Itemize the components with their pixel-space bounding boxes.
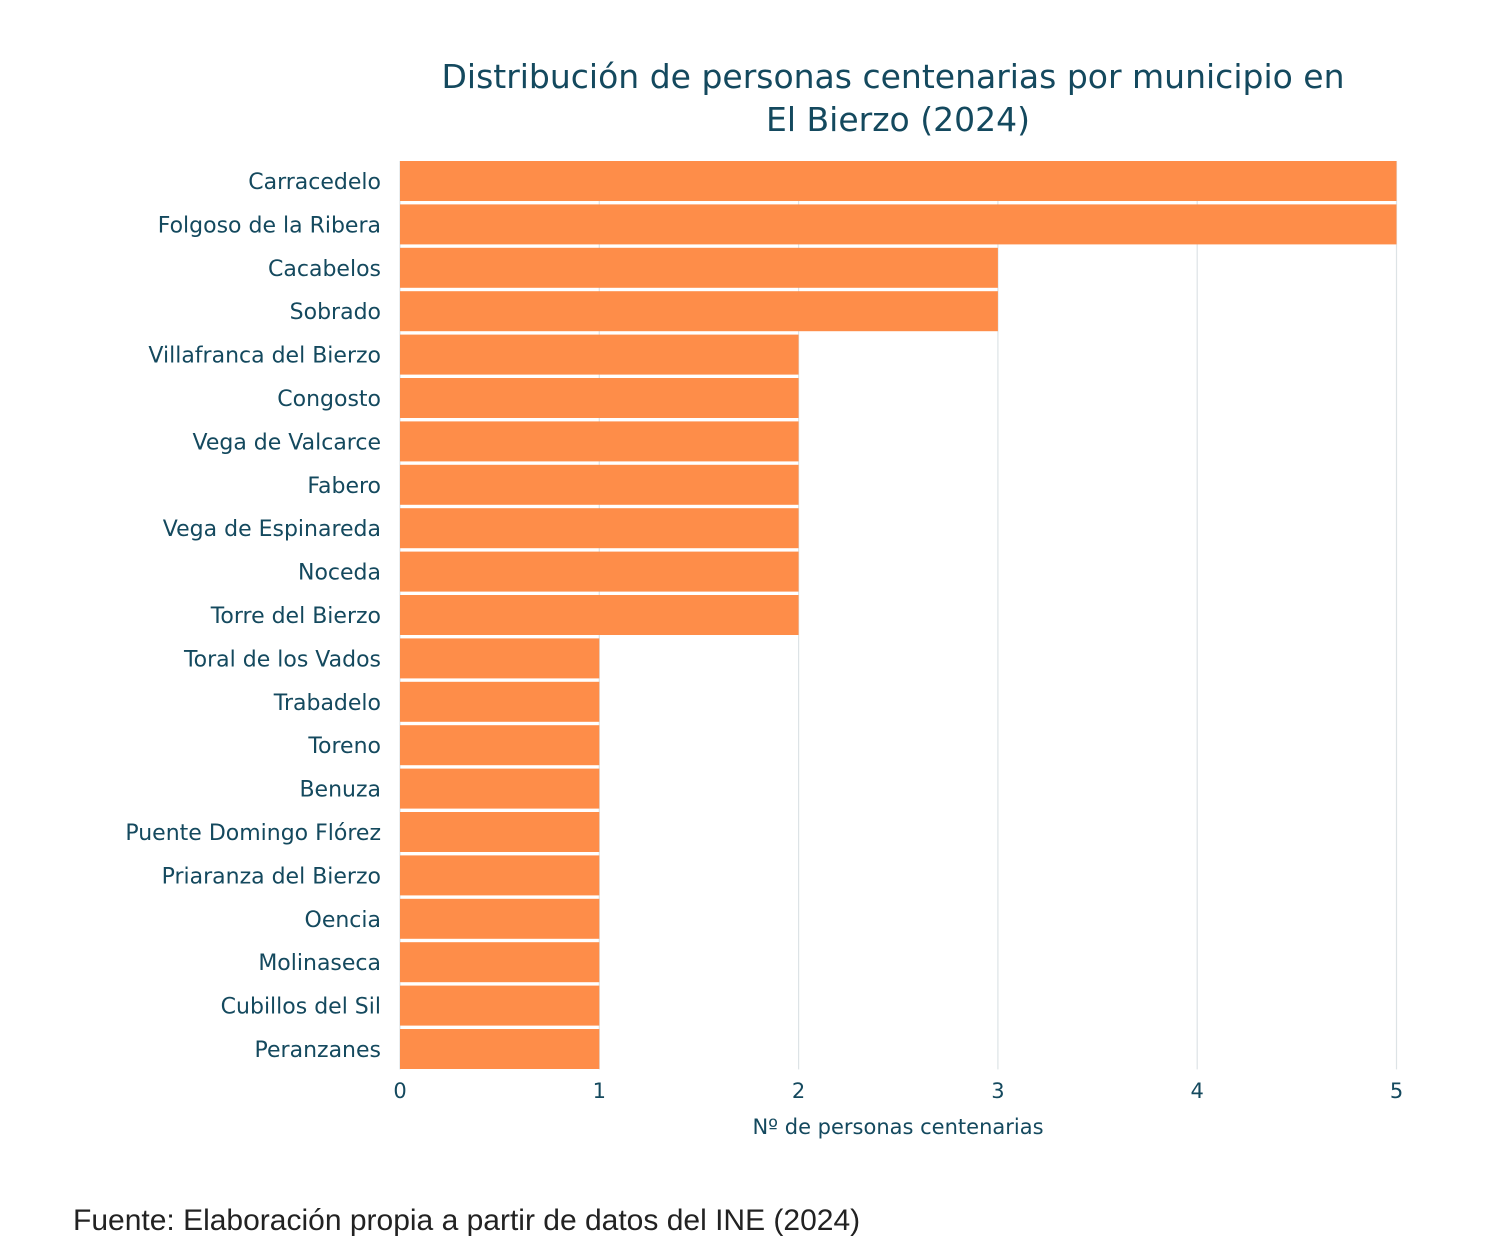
x-tick-label: 0 xyxy=(393,1079,406,1103)
bar xyxy=(400,1029,600,1069)
bar xyxy=(400,378,799,418)
category-label: Priaranza del Bierzo xyxy=(162,864,381,889)
category-label: Oencia xyxy=(305,908,381,933)
x-tick-label: 4 xyxy=(1191,1079,1204,1103)
bar xyxy=(400,812,600,852)
category-label: Peranzanes xyxy=(255,1038,381,1063)
category-label: Torre del Bierzo xyxy=(210,604,381,629)
bar xyxy=(400,247,998,288)
bar xyxy=(400,985,600,1026)
category-label: Vega de Espinareda xyxy=(163,517,381,542)
category-label: Trabadelo xyxy=(273,691,381,716)
bar xyxy=(400,464,799,505)
category-label: Molinaseca xyxy=(258,951,381,976)
chart-title-line-1: Distribución de personas centenarias por… xyxy=(441,57,1344,96)
bar xyxy=(400,768,600,809)
bar xyxy=(400,334,799,375)
source-note: Fuente: Elaboración propia a partir de d… xyxy=(73,1204,861,1237)
bar xyxy=(400,725,600,766)
x-tick-label: 3 xyxy=(991,1079,1004,1103)
category-label: Cubillos del Sil xyxy=(221,995,381,1020)
bar xyxy=(400,291,998,332)
x-axis-label: Nº de personas centenarias xyxy=(752,1115,1043,1139)
category-label: Sobrado xyxy=(290,300,381,325)
bar xyxy=(400,942,600,983)
bar xyxy=(400,681,600,722)
bar xyxy=(400,638,600,679)
category-label: Benuza xyxy=(299,778,381,803)
bar xyxy=(400,421,799,462)
x-tick-label: 5 xyxy=(1390,1079,1403,1103)
category-label: Cacabelos xyxy=(268,257,381,282)
bar xyxy=(400,898,600,939)
chart-title-line-2: El Bierzo (2024) xyxy=(766,100,1030,139)
category-label: Fabero xyxy=(307,474,381,499)
category-label: Carracedelo xyxy=(248,170,381,195)
bar xyxy=(400,204,1397,245)
bar xyxy=(400,508,799,549)
bar xyxy=(400,855,600,896)
category-label: Congosto xyxy=(277,387,381,412)
category-label: Vega de Valcarce xyxy=(192,430,381,455)
category-label: Puente Domingo Flórez xyxy=(125,821,381,846)
category-label: Toral de los Vados xyxy=(183,647,381,672)
category-label: Villafranca del Bierzo xyxy=(148,344,381,369)
bar xyxy=(400,595,799,635)
x-tick-label: 2 xyxy=(792,1079,805,1103)
category-label: Toreno xyxy=(307,734,381,759)
category-label: Noceda xyxy=(298,561,381,586)
bar xyxy=(400,551,799,592)
bar xyxy=(400,161,1397,201)
category-label: Folgoso de la Ribera xyxy=(158,213,381,238)
x-tick-label: 1 xyxy=(593,1079,606,1103)
